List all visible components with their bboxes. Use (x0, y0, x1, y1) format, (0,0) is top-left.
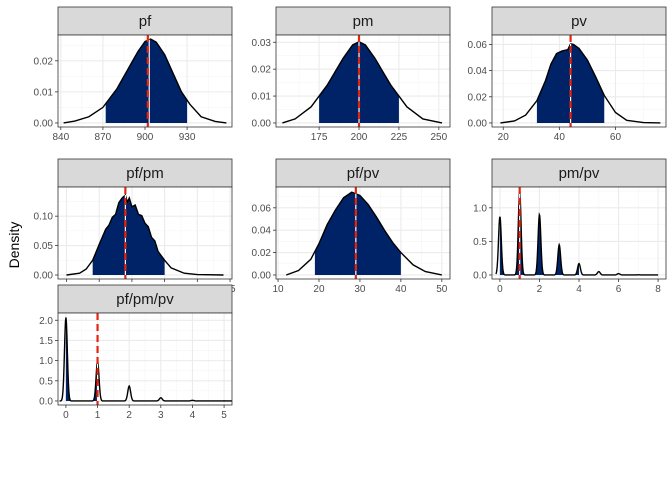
x-tick-label: 20 (498, 132, 510, 143)
credible-interval-area (92, 195, 165, 275)
y-tick-label: 0.03 (252, 38, 272, 49)
panel-border (491, 34, 667, 128)
y-tick-label: 0.0 (473, 270, 487, 281)
x-tick-label: 900 (137, 132, 154, 143)
y-tick-label: 0.04 (468, 66, 488, 77)
density-curve (500, 42, 661, 124)
x-tick-label: 50 (436, 284, 448, 295)
y-tick-label: 1.0 (39, 356, 53, 367)
facet-strip-label: pf/pv (347, 165, 380, 182)
x-tick-label: 0 (497, 284, 503, 295)
panel-border (275, 186, 451, 280)
facet-strip (57, 158, 233, 188)
x-tick-label: 200 (351, 132, 368, 143)
y-tick-label: 0.06 (252, 203, 272, 214)
y-tick-label: 0.05 (34, 241, 54, 252)
facet-panel-pf-pm: pf/pm05101520250.000.050.10 (34, 158, 236, 295)
facet-strip-label: pf/pm (126, 165, 164, 182)
x-tick-label: 3 (158, 410, 164, 421)
facet-panel-pf-pv: pf/pv 10 20 30 40 50 0.00 0.02 0.04 0.06 (252, 158, 451, 295)
y-tick-label: 2.0 (39, 316, 53, 327)
facet-strip-label: pf/pm/pv (116, 291, 174, 308)
facet-strip (491, 6, 667, 36)
y-tick-label: 0.02 (252, 248, 272, 259)
density-curve (59, 317, 232, 402)
y-tick-label: 0.00 (34, 118, 54, 129)
x-tick-label: 1 (95, 410, 101, 421)
x-tick-label: 4 (190, 410, 196, 421)
panel-border (57, 312, 233, 406)
x-tick-label: 8 (655, 284, 661, 295)
facet-strip (57, 6, 233, 36)
y-tick-label: 0.00 (252, 118, 272, 129)
y-tick-label: 0.00 (252, 270, 272, 281)
density-curve (63, 38, 227, 124)
x-tick-label: 250 (430, 132, 447, 143)
density-curve (495, 190, 659, 276)
x-tick-label: 40 (395, 284, 407, 295)
x-tick-label: 10 (272, 284, 284, 295)
y-tick-label: 0.01 (34, 87, 54, 98)
y-tick-label: 1.0 (473, 203, 487, 214)
x-tick-label: 2 (537, 284, 543, 295)
panel-border (57, 186, 233, 280)
facet-panel-pv: pv 20 40 60 0.00 0.02 0.04 0.06 (468, 6, 667, 143)
y-tick-label: 0.5 (473, 237, 487, 248)
y-tick-label: 0.02 (252, 65, 272, 76)
x-tick-label: 870 (95, 132, 112, 143)
x-tick-label: 5 (221, 410, 227, 421)
facet-panel-pf-pm-pv: pf/pm/pv 0 1 2 3 4 5 0.0 0.5 1.0 1.5 2.0 (39, 284, 233, 421)
density-curve (285, 191, 442, 276)
y-tick-label: 0.01 (252, 92, 272, 103)
facet-strip-label: pm (353, 13, 374, 30)
x-tick-label: 2 (126, 410, 132, 421)
facet-strip-label: pf (139, 13, 152, 30)
facet-strip (57, 284, 233, 314)
x-tick-label: 930 (179, 132, 196, 143)
x-tick-label: 40 (554, 132, 566, 143)
facet-strip-label: pm/pv (559, 165, 600, 182)
density-curve (66, 193, 224, 276)
x-tick-label: 30 (354, 284, 366, 295)
x-tick-label: 60 (610, 132, 622, 143)
facet-strip (275, 158, 451, 188)
facet-panel-pm: pm 175 200 225 250 0.00 0.01 0.02 0.03 (252, 6, 451, 143)
y-tick-label: 0.06 (468, 40, 488, 51)
x-tick-label: 840 (52, 132, 69, 143)
facet-panel-pm-pv: pm/pv 0 2 4 6 8 0.0 0.5 1.0 (473, 158, 667, 295)
y-axis-label: Density (6, 222, 22, 269)
x-tick-label: 6 (616, 284, 622, 295)
y-tick-label: 1.5 (39, 336, 53, 347)
credible-interval-area (314, 192, 401, 275)
facet-panel-pf: pf 840 870 900 930 0.00 0.01 0.02 (34, 6, 233, 143)
facet-strip (491, 158, 667, 188)
y-tick-label: 0.02 (468, 92, 488, 103)
panel-border (275, 34, 451, 128)
x-tick-label: 175 (311, 132, 328, 143)
y-tick-label: 0.02 (34, 56, 54, 67)
x-tick-label: 0 (63, 410, 69, 421)
y-tick-label: 0.00 (468, 118, 488, 129)
y-tick-label: 0.5 (39, 376, 53, 387)
y-tick-label: 0.10 (34, 212, 54, 223)
y-tick-label: 0.00 (34, 271, 54, 282)
y-tick-label: 0.04 (252, 226, 272, 237)
y-tick-label: 0.0 (39, 396, 53, 407)
facet-strip-label: pv (571, 13, 587, 30)
x-tick-label: 225 (391, 132, 408, 143)
x-tick-label: 20 (313, 284, 325, 295)
x-tick-label: 4 (576, 284, 582, 295)
